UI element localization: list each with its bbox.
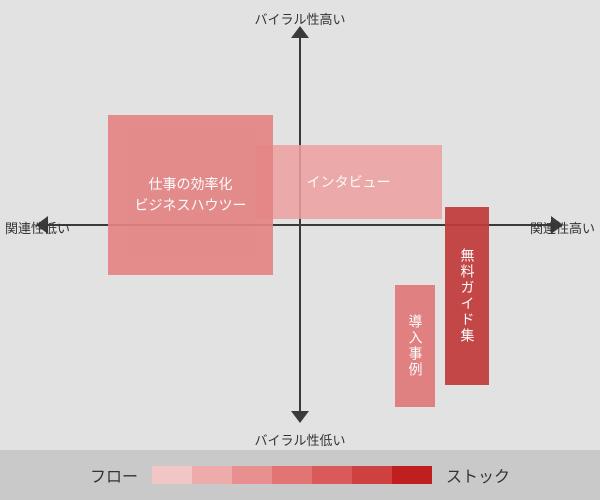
legend-cell: [352, 466, 392, 484]
block-howto: 仕事の効率化ビジネスハウツー: [108, 115, 273, 275]
block-interview: インタビュー: [255, 145, 442, 219]
legend-right-label: ストック: [446, 463, 510, 487]
y-axis: [299, 28, 301, 422]
legend-left-label: フロー: [90, 463, 138, 487]
legend-cell: [192, 466, 232, 484]
axis-label-y_pos: バイラル性高い: [254, 9, 345, 28]
axis-label-x_neg: 関連性低い: [5, 218, 70, 237]
color-legend: フロー ストック: [0, 450, 600, 500]
block-label: インタビュー: [307, 172, 391, 193]
legend-cell: [272, 466, 312, 484]
legend-cell: [152, 466, 192, 484]
block-case-studies: 導入事例: [395, 285, 435, 407]
legend-cell: [392, 466, 432, 484]
block-label: 無料ガイド集: [457, 248, 478, 344]
arrow-down: [291, 411, 309, 423]
block-label: 仕事の効率化ビジネスハウツー: [135, 174, 247, 216]
block-free-guides: 無料ガイド集: [445, 207, 489, 385]
block-label: 導入事例: [405, 314, 426, 378]
axis-label-y_neg: バイラル性低い: [254, 430, 345, 449]
legend-cell: [312, 466, 352, 484]
quadrant-plot: 関連性低い 関連性高い バイラル性高いバイラル性低い 仕事の効率化ビジネスハウツー イン…: [0, 0, 600, 450]
axis-label-x_pos: 関連性高い: [530, 218, 595, 237]
legend-cell: [232, 466, 272, 484]
legend-color-strip: [152, 466, 432, 484]
